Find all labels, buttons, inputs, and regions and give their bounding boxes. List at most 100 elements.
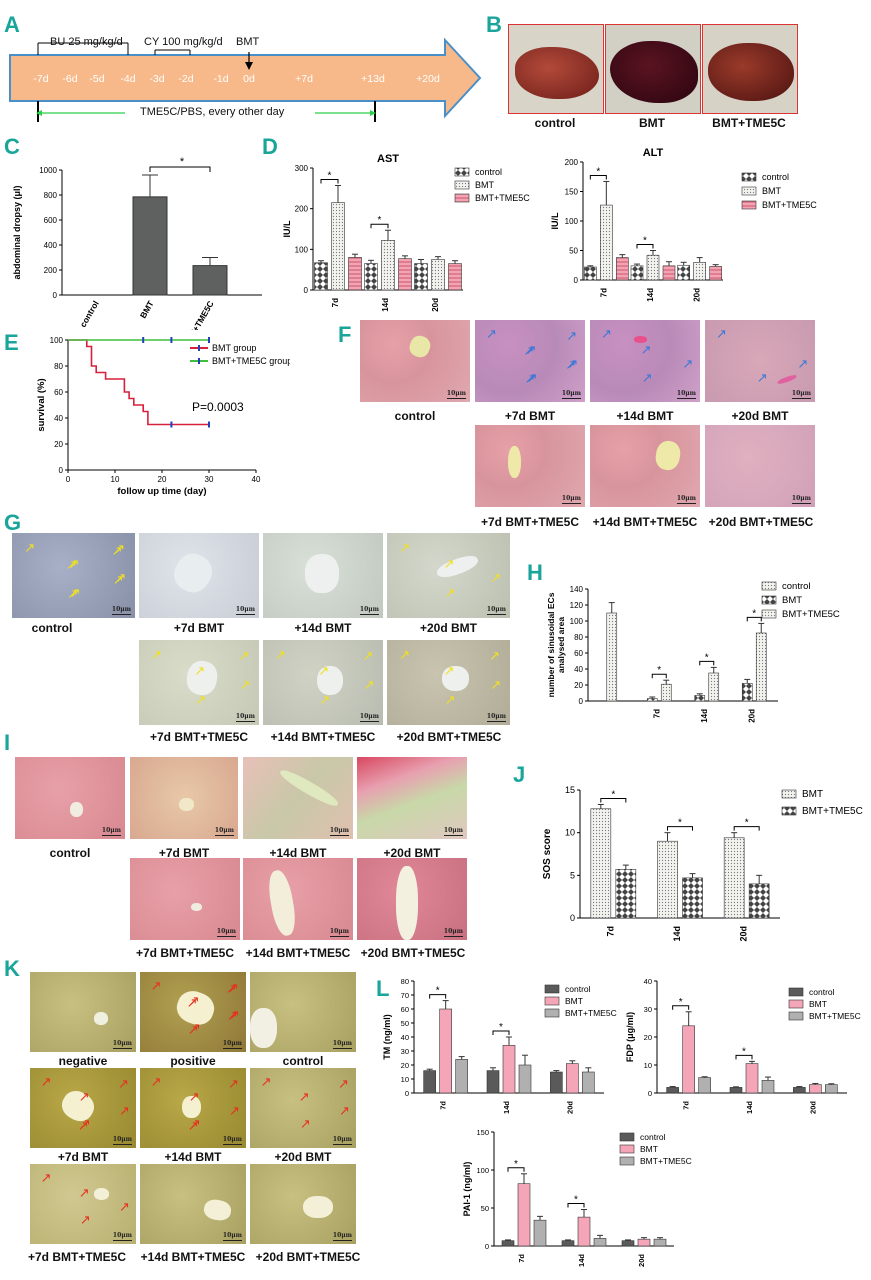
significance-bracket (589, 174, 607, 180)
legend-swatch (788, 987, 804, 997)
bar (533, 1219, 547, 1247)
y-tick-label: 60 (401, 1005, 409, 1014)
timeline-day-label: -3d (149, 73, 165, 85)
micrograph-caption: +20d BMT (383, 846, 441, 860)
scale-bar-label: 10μm (446, 390, 467, 399)
bar (682, 877, 703, 919)
histology-i-20d-bmt-tme5c: 10μm (357, 858, 467, 940)
marker-arrow-icon: ↗ (150, 979, 162, 994)
significance-bracket (667, 826, 693, 831)
bar (448, 263, 462, 291)
vessel-lumen (406, 333, 433, 360)
micrograph-caption: +7d BMT (158, 846, 210, 860)
chart-fdp: 0 10 20 30 40 FDP (μg/ml) 7d * 14d * 20d control BMT… (625, 977, 861, 1114)
marker-arrow-icon: ↗ (566, 328, 578, 344)
marker-arrow-icon: ↗ (362, 649, 374, 665)
bar (825, 1084, 838, 1094)
micrograph-caption: +7d BMT+TME5C (135, 946, 234, 960)
legend-label: control (475, 167, 502, 177)
marker-arrow-icon: ↗ (40, 1171, 52, 1186)
marker-arrow-icon: ↗ (119, 1103, 130, 1119)
significance-bracket (636, 244, 654, 249)
bar (502, 1045, 516, 1094)
y-tick-label: 100 (570, 617, 584, 626)
bar (414, 263, 428, 291)
marker-arrow-icon: ↗ (275, 647, 286, 663)
significance-star: * (328, 170, 332, 181)
marker-arrow-icon: ↗ (682, 356, 694, 372)
timeline-day-label: +20d (416, 73, 440, 85)
panel-letter-a: A (4, 12, 20, 37)
marker-arrow-icon: ↗ (188, 1090, 200, 1106)
significance-star: * (574, 1195, 578, 1206)
histology-k-positive: ↗ ↗ ↗ ↗ ↗ ↗ ↗ ↗ ↗ 10μm (140, 972, 246, 1052)
legend-label: BMT (809, 999, 827, 1009)
scale-bar-label: 10μm (222, 1136, 243, 1145)
chart-title: AST (377, 153, 399, 165)
marker-arrow-icon: ↗ (756, 370, 768, 386)
bar (486, 1070, 500, 1094)
legend-swatch (761, 595, 777, 605)
histology-i-20d-bmt: 10μm (357, 757, 467, 839)
y-tick-label: 120 (570, 601, 584, 610)
histology-f-14d-bmt-tme5c: 10μm (590, 425, 700, 507)
x-tick-label: BMT+TME5C (181, 299, 216, 330)
scale-bar-label: 10μm (111, 606, 132, 615)
cy-dose-label: CY 100 mg/kg/d (144, 36, 223, 48)
vessel-lumen (264, 868, 299, 938)
histology-g-20d-bmt: ↗ ↗ ↗ ↗ 10μm (387, 533, 510, 618)
marker-arrow-icon: ↗ (444, 585, 456, 601)
vessel-lumen (442, 665, 470, 691)
y-tick-label: 100 (50, 336, 64, 345)
histology-k-20d-bmt: ↗ ↗ ↗ ↗ ↗ 10μm (250, 1068, 356, 1148)
marker-arrow-icon: ↗ (490, 571, 502, 587)
p-value-annotation: P=0.0003 (192, 400, 244, 414)
marker-arrow-icon: ↗ (119, 1199, 130, 1215)
marker-arrow-icon: ↗ (641, 370, 653, 386)
x-tick-label: 10 (111, 475, 120, 484)
micrograph-caption: +14d BMT+TME5C (245, 946, 351, 960)
y-tick-label: 80 (574, 633, 583, 642)
timeline-day-label: -6d (62, 73, 78, 85)
timeline-day-label: 0d (243, 73, 255, 85)
chart-survival: 0 20 40 60 80 100 0 10 20 30 40 follow up time (day… (36, 336, 290, 497)
significance-bracket (492, 1030, 510, 1035)
significance-bracket (651, 673, 667, 679)
y-tick-label: 100 (565, 217, 579, 226)
legend-label: BMT group (212, 343, 256, 353)
bar (331, 202, 345, 291)
panel-letter-f: F (338, 322, 352, 347)
micrograph-caption: +14d BMT+TME5C (140, 1250, 246, 1264)
micrograph-caption: +20d BMT (419, 621, 477, 635)
scale-bar-label: 10μm (561, 390, 582, 399)
panel-letter-g: G (4, 510, 22, 535)
marker-arrow-icon: ↗ (489, 649, 500, 665)
bar (423, 1070, 436, 1094)
legend-label: BMT+TME5C (565, 1008, 617, 1018)
y-tick-label: 800 (44, 191, 58, 200)
vessel-lumen (317, 665, 344, 696)
histology-g-7d-bmt: 10μm (139, 533, 259, 618)
micrograph-caption: control (31, 621, 73, 635)
bmt-arrow-label: BMT (236, 36, 260, 48)
vessel-lumen (305, 554, 339, 593)
micrograph-caption: +20d BMT+TME5C (255, 1250, 361, 1264)
significance-star: * (180, 156, 185, 168)
bar (600, 204, 613, 281)
chart-tm: 0 10 20 30 40 50 60 70 80 TM (ng/ml) 7d * 14d * 20d con… (382, 977, 617, 1114)
y-tick-label: 150 (565, 188, 579, 197)
vessel-lumen (190, 903, 202, 912)
scale-bar-label: 10μm (222, 1040, 243, 1049)
scale-bar-label: 10μm (561, 495, 582, 504)
x-tick-label: 14d (577, 1254, 586, 1267)
bar (582, 1071, 595, 1094)
legend-label: BMT+TME5C (782, 609, 840, 620)
marker-arrow-icon: ↗ (797, 356, 809, 372)
scale-bar-label: 10μm (443, 827, 464, 836)
y-tick-label: 400 (44, 241, 58, 250)
x-tick-label: 7d (599, 288, 608, 297)
y-tick-label: 60 (574, 649, 583, 658)
b-caption-bmt: BMT (639, 116, 665, 130)
scale-bar-label: 10μm (112, 1040, 133, 1049)
bar (593, 1238, 607, 1247)
